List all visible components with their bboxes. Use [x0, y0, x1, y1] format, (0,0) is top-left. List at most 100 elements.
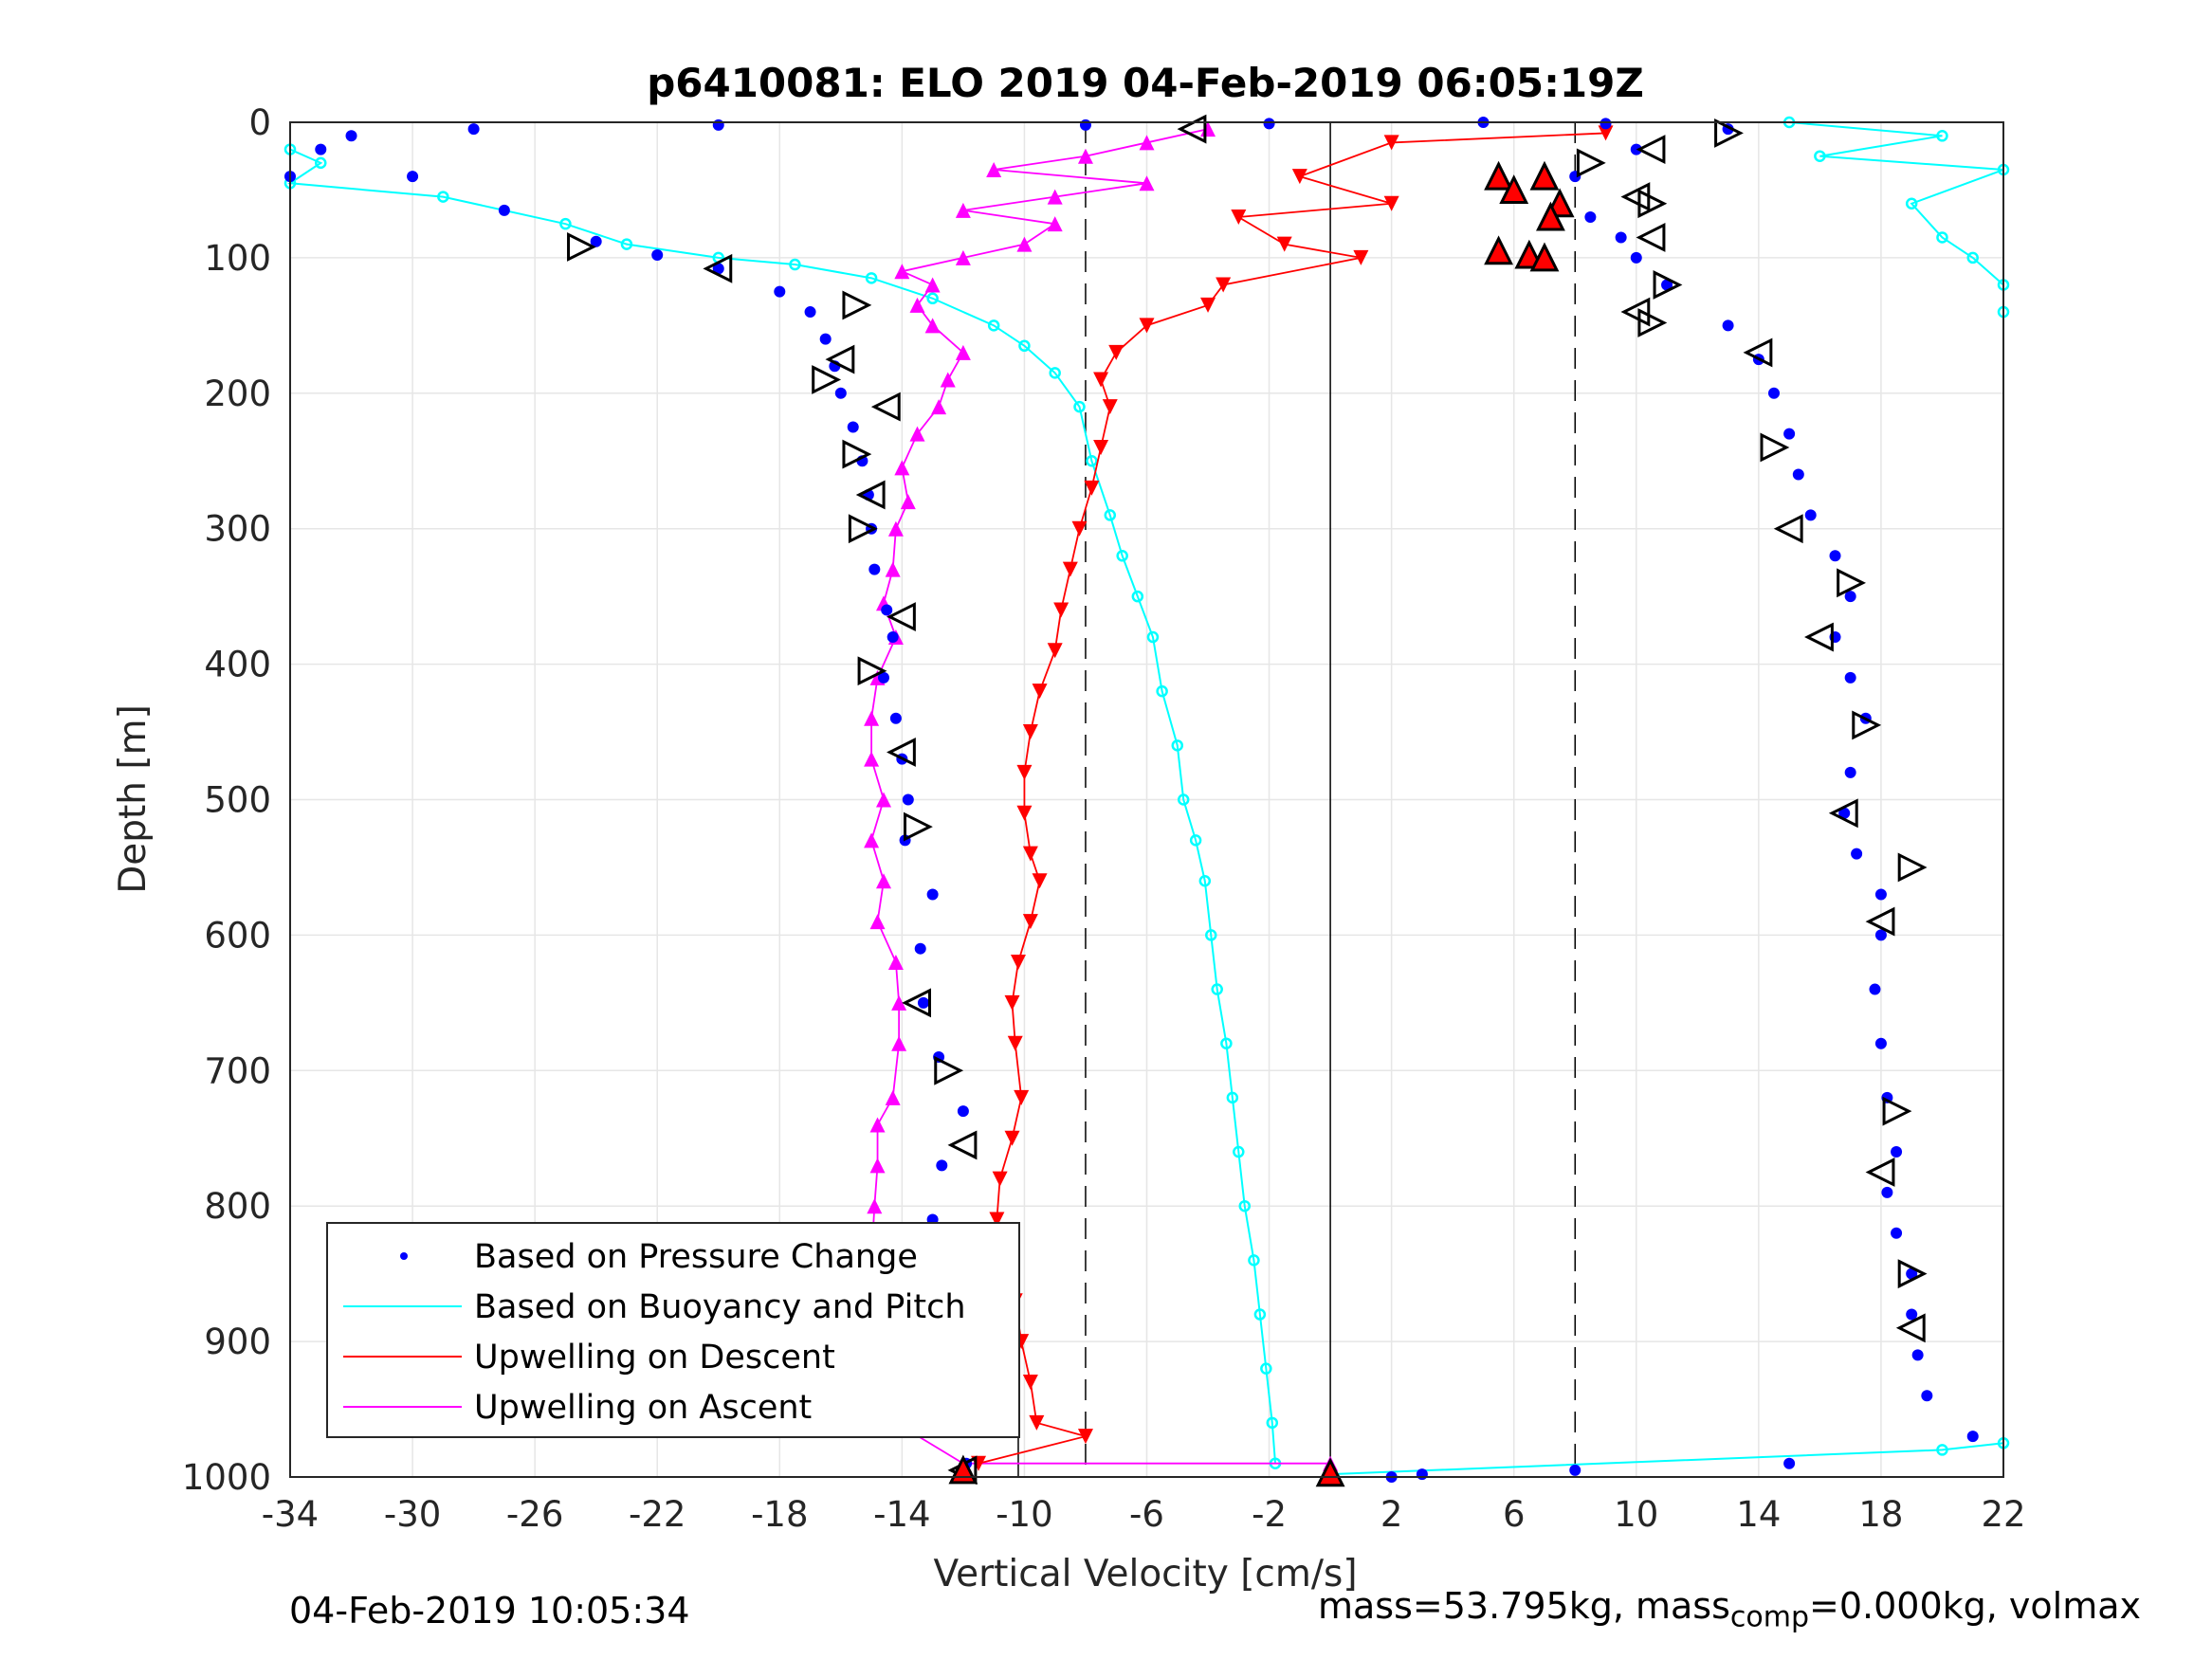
footer-timestamp: 04-Feb-2019 10:05:34 — [289, 1590, 690, 1632]
y-tick-labels: 0 100 200 300 400 500 600 700 800 900 1000 — [182, 102, 271, 1498]
pressure-point — [1881, 1186, 1893, 1198]
descent-direction-marker — [902, 988, 931, 1018]
descent-direction-marker — [848, 514, 878, 544]
upwelling-descent-point — [1010, 954, 1026, 970]
upwelling-highlight-marker — [1529, 242, 1560, 272]
pressure-point — [1874, 929, 1887, 941]
buoyancy-point — [1171, 739, 1184, 752]
upwelling-descent-point — [1022, 846, 1038, 862]
buoyancy-point — [1116, 550, 1128, 562]
ascent-direction-marker — [1636, 135, 1666, 165]
buoyancy-point — [1936, 1444, 1948, 1456]
pressure-point — [957, 1105, 969, 1118]
pressure-point — [1874, 888, 1887, 901]
upwelling-ascent-point — [864, 710, 880, 726]
buoyancy-point — [1238, 1199, 1252, 1212]
buoyancy-point — [1198, 874, 1212, 887]
pressure-point — [889, 712, 902, 724]
pressure-point — [1416, 1468, 1428, 1481]
ascent-direction-marker — [1865, 906, 1895, 937]
upwelling-ascent-point — [885, 1089, 901, 1105]
descent-direction-marker — [855, 480, 886, 510]
chart-title: p6410081: ELO 2019 04-Feb-2019 06:05:19Z — [647, 60, 1644, 106]
upwelling-descent-point — [1004, 1130, 1020, 1146]
pressure-point — [936, 1159, 948, 1172]
pressure-point — [774, 285, 786, 298]
pressure-point — [847, 421, 859, 433]
upwelling-ascent-point — [1200, 121, 1216, 137]
legend-buoyancy-label: Based on Buoyancy and Pitch — [474, 1288, 966, 1326]
upwelling-descent-point — [1102, 399, 1118, 415]
pressure-point — [1661, 279, 1673, 291]
x-tick-label: -30 — [384, 1494, 441, 1535]
pressure-point — [315, 143, 327, 155]
pressure-point — [1804, 509, 1817, 521]
upwelling-ascent-point — [986, 162, 1002, 178]
upwelling-descent-point — [1022, 914, 1038, 930]
ascent-direction-marker — [1897, 852, 1928, 883]
upwelling-descent-point — [1014, 1089, 1030, 1105]
ascent-direction-marker — [1637, 308, 1668, 337]
x-axis-label: Vertical Velocity [cm/s] — [933, 1553, 1357, 1595]
footer-mass-sub: comp — [1729, 1600, 1810, 1634]
y-tick-label: 0 — [248, 102, 271, 143]
pressure-point — [887, 631, 899, 644]
pressure-point — [1783, 428, 1796, 440]
buoyancy-point — [1131, 590, 1144, 603]
descent-direction-marker — [857, 656, 887, 686]
buoyancy-point — [1266, 1416, 1279, 1430]
buoyancy-point — [1966, 251, 1979, 264]
buoyancy-point — [1086, 455, 1098, 467]
pressure-point — [877, 671, 889, 684]
upwelling-descent-point — [1216, 277, 1232, 293]
pressure-point — [1891, 1146, 1903, 1158]
ascent-direction-marker — [1804, 622, 1834, 652]
buoyancy-ascent-line — [1330, 1442, 2004, 1476]
pressure-point — [1783, 1457, 1796, 1469]
upwelling-highlight-marker — [948, 1454, 978, 1485]
x-tick-label: 2 — [1380, 1494, 1403, 1535]
plot-frame — [289, 121, 2004, 1478]
upwelling-ascent-point — [940, 372, 956, 388]
pressure-point — [804, 306, 816, 319]
upwelling-ascent-point — [887, 520, 904, 537]
x-tick-label: -2 — [1252, 1494, 1287, 1535]
pressure-point — [712, 263, 724, 275]
upwelling-ascent-point — [955, 249, 971, 265]
upwelling-descent-point — [1032, 873, 1048, 889]
upwelling-descent-point — [1047, 643, 1063, 659]
descent-direction-marker — [842, 439, 872, 469]
buoyancy-point — [1814, 150, 1826, 162]
pressure-point — [1600, 118, 1612, 130]
buoyancy-point — [1211, 983, 1223, 995]
upwelling-ascent-point — [864, 751, 880, 767]
x-tick-label: 10 — [1614, 1494, 1658, 1535]
ascent-direction-marker — [1895, 1313, 1926, 1343]
y-tick-label: 900 — [204, 1322, 271, 1362]
upwelling-descent-point — [1032, 684, 1048, 700]
buoyancy-point — [987, 319, 1000, 332]
buoyancy-point — [1936, 130, 1948, 142]
descent-direction-marker — [703, 253, 733, 283]
buoyancy-point — [1104, 509, 1117, 521]
ascent-direction-marker — [1636, 223, 1666, 252]
buoyancy-point — [559, 217, 572, 230]
y-tick-label: 500 — [204, 780, 271, 821]
ascent-direction-marker — [1852, 710, 1882, 740]
pressure-point — [1767, 387, 1780, 399]
upwelling-descent-point — [1108, 344, 1124, 360]
pressure-point — [407, 171, 419, 183]
buoyancy-point — [1220, 1037, 1233, 1049]
buoyancy-surface-line — [1789, 121, 2004, 313]
upwelling-highlight-marker — [1499, 174, 1529, 204]
upwelling-ascent-point — [869, 1158, 886, 1174]
y-tick-label: 300 — [204, 509, 271, 550]
legend-box — [326, 1222, 1020, 1438]
legend-ascent-label: Upwelling on Ascent — [474, 1389, 812, 1427]
pressure-point — [651, 249, 664, 262]
pressure-point — [1966, 1431, 1979, 1443]
upwelling-ascent-point — [867, 1198, 883, 1214]
descent-direction-marker — [567, 232, 596, 262]
upwelling-ascent-point — [885, 561, 901, 577]
pressure-point — [1869, 983, 1881, 995]
